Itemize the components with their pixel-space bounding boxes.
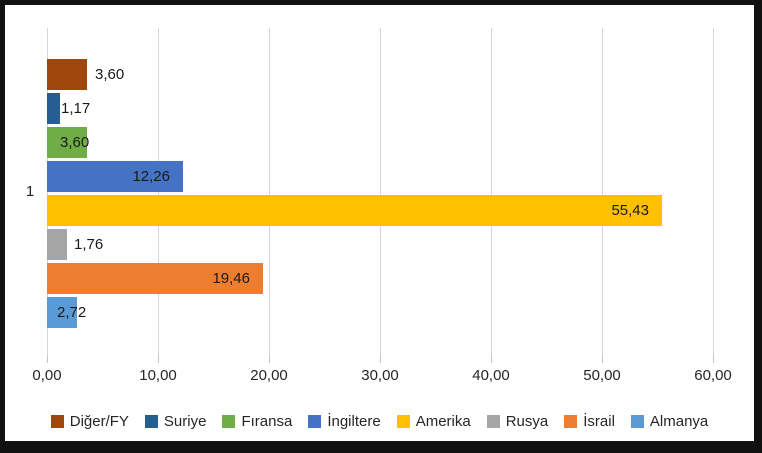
bar-value-label: 12,26 [132, 168, 170, 185]
plot-area: 3,60 1,17 3,60 12,26 55,43 1,76 19,46 2,72 [47, 28, 714, 363]
legend-label: İngiltere [327, 413, 381, 430]
bar-row: 3,60 [47, 127, 713, 158]
legend-label: Fıransa [241, 413, 293, 430]
bar-row: 3,60 [47, 59, 713, 90]
bar-value-label: 1,17 [61, 100, 91, 117]
category-axis-label: 1 [25, 183, 35, 200]
legend-label: Diğer/FY [69, 413, 129, 430]
x-tick-label: 30,00 [361, 367, 399, 384]
legend-item-İngiltere: İngiltere [308, 413, 381, 430]
axis-tick [269, 356, 270, 363]
axis-tick [713, 356, 714, 363]
bar-Amerika [47, 195, 662, 226]
axis-tick [47, 356, 48, 363]
bar-value-label: 2,72 [57, 304, 87, 321]
legend-item-Diğer/FY: Diğer/FY [50, 413, 129, 430]
bar-value-label: 1,76 [74, 236, 104, 253]
gridline [602, 28, 603, 356]
legend-swatch [564, 415, 578, 428]
bar-Fıransa [47, 127, 87, 158]
bar-value-label: 3,60 [95, 66, 125, 83]
x-tick-label: 50,00 [583, 367, 621, 384]
bar-row: 55,43 [47, 195, 713, 226]
legend-label: Amerika [415, 413, 471, 430]
legend-swatch [396, 415, 410, 428]
gridline [380, 28, 381, 356]
gridline [713, 28, 714, 356]
bar-Almanya [47, 297, 77, 328]
legend-swatch [486, 415, 500, 428]
gridline [491, 28, 492, 356]
legend-swatch [308, 415, 322, 428]
legend-item-Fıransa: Fıransa [222, 413, 292, 430]
bar-row: 1,76 [47, 229, 713, 260]
x-tick-label: 0,00 [32, 367, 62, 384]
bar-row: 12,26 [47, 161, 713, 192]
x-tick-label: 10,00 [139, 367, 177, 384]
x-axis-tick-labels: 0,00 10,00 20,00 30,00 40,00 50,00 60,00 [32, 367, 731, 387]
bar-İsrail [47, 263, 263, 294]
legend-label: İsrail [583, 413, 615, 430]
gridline [269, 28, 270, 356]
legend-swatch [630, 415, 644, 428]
bar-row: 19,46 [47, 263, 713, 294]
legend-item-Amerika: Amerika [396, 413, 471, 430]
legend-label: Rusya [505, 413, 549, 430]
legend-label: Suriye [163, 413, 207, 430]
bar-Rusya [47, 229, 67, 260]
axis-tick [491, 356, 492, 363]
gridline [47, 28, 48, 356]
gridline [158, 28, 159, 356]
bar-value-label: 55,43 [611, 202, 649, 219]
axis-tick [380, 356, 381, 363]
legend-item-Rusya: Rusya [486, 413, 549, 430]
bar-row: 1,17 [47, 93, 713, 124]
legend-swatch [144, 415, 158, 428]
bar-Suriye [47, 93, 60, 124]
bar-row: 2,72 [47, 297, 713, 328]
bar-Diğer/FY [47, 59, 87, 90]
legend: Diğer/FY Suriye Fıransa İngiltere Amerika Rus… [5, 413, 754, 430]
legend-item-İsrail: İsrail [564, 413, 615, 430]
x-tick-label: 40,00 [472, 367, 510, 384]
bar-value-label: 19,46 [212, 270, 250, 287]
legend-item-Suriye: Suriye [144, 413, 207, 430]
legend-swatch [50, 415, 64, 428]
legend-label: Almanya [649, 413, 709, 430]
legend-swatch [222, 415, 236, 428]
bar-value-label: 3,60 [60, 134, 90, 151]
x-tick-label: 20,00 [250, 367, 288, 384]
bar-İngiltere [47, 161, 183, 192]
legend-item-Almanya: Almanya [630, 413, 709, 430]
axis-tick [602, 356, 603, 363]
x-tick-label: 60,00 [694, 367, 732, 384]
axis-tick [158, 356, 159, 363]
